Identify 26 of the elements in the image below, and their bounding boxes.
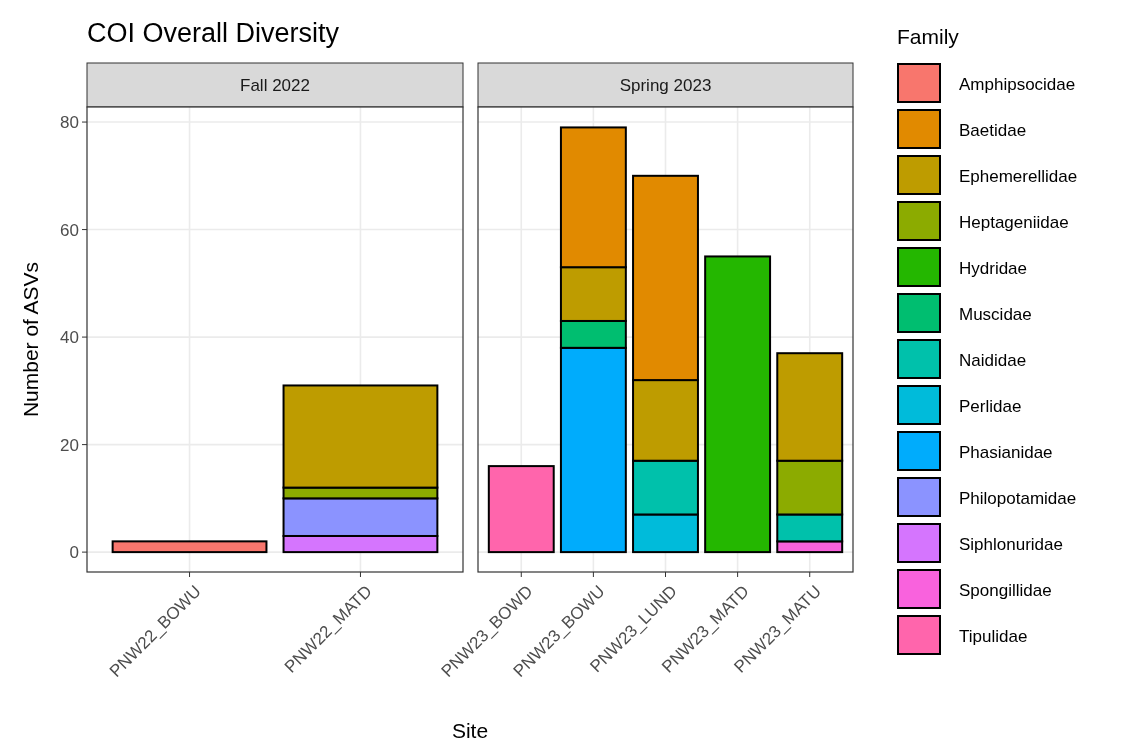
x-axis-title: Site [451,719,489,742]
legend-label: Siphlonuridae [959,535,1063,554]
legend-label: Heptageniidae [959,213,1069,232]
chart-subtitle: Spring 2023 [619,76,712,95]
legend-title: Family [897,25,960,48]
legend-label: Amphipsocidae [959,75,1076,94]
legend-label: Perlidae [959,397,1022,416]
y-axis-title: Number of ASVs [19,261,42,418]
y-tick-label: 40 [60,328,79,348]
chart-title: COI Overall Diversity [87,18,340,48]
chart-subtitle: Fall 2022 [240,76,310,95]
y-tick-label: 20 [60,435,79,455]
bar [487,465,555,554]
legend-label: Spongillidae [959,581,1052,600]
legend-label: Phasianidae [959,443,1053,462]
legend-label: Baetidae [959,121,1027,140]
y-tick-label: 0 [69,543,79,563]
y-tick-label: 80 [60,113,79,133]
legend-label: Philopotamidae [959,489,1077,508]
legend-label: Hydridae [959,259,1028,278]
legend-label: Naididae [959,351,1027,370]
legend-label: Muscidae [959,305,1032,324]
bar [704,255,772,554]
y-tick-label: 60 [60,220,79,240]
legend-label: Tipulidae [959,627,1028,646]
legend-label: Ephemerellidae [959,167,1078,186]
